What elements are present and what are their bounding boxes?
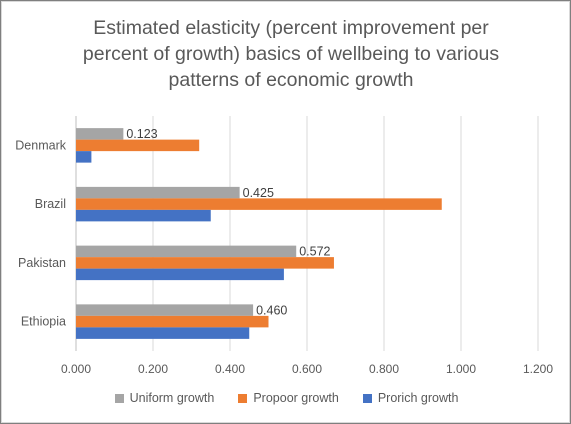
x-tick-label: 0.800 (369, 362, 399, 376)
category-label: Denmark (15, 138, 66, 152)
chart-title-line-3: patterns of economic growth (168, 69, 414, 91)
legend-item-propoor-growth: Propoor growth (238, 391, 339, 405)
bar-uniform-growth (76, 304, 254, 316)
bar-prorich-growth (76, 209, 211, 222)
bar-propoor-growth (76, 257, 334, 269)
chart-title-line-1: Estimated elasticity (percent improvemen… (93, 17, 489, 39)
x-tick-label: 0.600 (292, 362, 322, 376)
chart-title: Estimated elasticity (percent improvemen… (41, 15, 541, 93)
bar-propoor-growth (76, 198, 442, 210)
bar-propoor-growth (76, 139, 200, 152)
bar-prorich-growth (76, 268, 284, 281)
legend-swatch-uniform-growth (114, 393, 124, 403)
x-tick-label: 0.200 (138, 362, 168, 376)
bar-uniform-growth (76, 186, 240, 199)
bar-uniform-growth (76, 128, 124, 140)
x-tick-label: 1.000 (446, 362, 476, 376)
bar-prorich-growth (76, 151, 92, 163)
legend-label-propoor-growth: Propoor growth (253, 391, 339, 405)
data-label: 0.460 (256, 303, 287, 317)
chart-legend: Uniform growth Propoor growth Prorich gr… (1, 391, 571, 405)
category-label: Pakistan (18, 256, 66, 270)
bar-prorich-growth (76, 327, 250, 339)
chart-title-line-2: percent of growth) basics of wellbeing t… (82, 43, 500, 65)
legend-swatch-prorich-growth (362, 393, 372, 403)
category-label: Ethiopia (21, 315, 66, 329)
bar-uniform-growth (76, 245, 297, 258)
x-tick-label: 0.000 (61, 362, 91, 376)
legend-item-prorich-growth: Prorich growth (362, 391, 459, 405)
x-tick-label: 0.400 (215, 362, 245, 376)
data-label: 0.572 (299, 245, 330, 259)
legend-label-uniform-growth: Uniform growth (129, 391, 215, 405)
legend-label-prorich-growth: Prorich growth (377, 391, 459, 405)
category-label: Brazil (35, 197, 66, 211)
legend-item-uniform-growth: Uniform growth (114, 391, 215, 405)
bar-propoor-growth (76, 315, 269, 328)
legend-swatch-propoor-growth (238, 393, 248, 403)
data-label: 0.123 (126, 127, 157, 141)
x-tick-label: 1.200 (523, 362, 553, 376)
data-label: 0.425 (243, 186, 274, 200)
